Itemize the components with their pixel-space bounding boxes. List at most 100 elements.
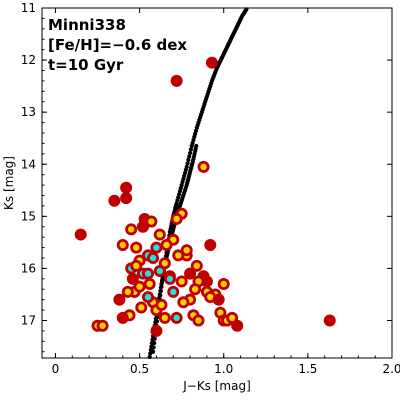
star-marker: [120, 192, 133, 205]
star-point: [96, 319, 109, 332]
star-marker: [170, 74, 183, 87]
x-tick-label: 1.0: [214, 362, 233, 376]
isochrone-point: [188, 147, 194, 152]
star-point: [125, 223, 138, 236]
star-point: [175, 275, 188, 288]
star-point: [163, 272, 176, 285]
isochrone-point: [153, 320, 158, 325]
star-point: [160, 238, 173, 251]
star-point: [142, 291, 155, 304]
isochrone-point: [158, 285, 164, 290]
star-point: [130, 259, 143, 272]
star-inner-marker: [156, 267, 163, 275]
star-point: [184, 267, 197, 280]
isochrone-point: [153, 316, 158, 321]
star-marker: [231, 319, 244, 332]
star-point: [113, 293, 126, 306]
star-inner-marker: [163, 241, 170, 249]
star-inner-marker: [195, 278, 202, 285]
isochrone-point: [159, 281, 164, 287]
star-point: [155, 298, 168, 311]
y-tick-label: 17: [21, 314, 36, 328]
plot-frame: [41, 7, 393, 359]
isochrone-point: [244, 7, 249, 12]
star-point: [145, 215, 158, 228]
x-axis-title: J−Ks [mag]: [182, 379, 251, 393]
star-point: [170, 74, 183, 87]
isochrone-point: [157, 292, 162, 297]
y-tick-label: 13: [21, 105, 36, 119]
star-marker: [113, 293, 126, 306]
star-point: [120, 192, 133, 205]
star-marker: [116, 311, 129, 324]
isochrone-point: [184, 164, 189, 169]
star-point: [120, 181, 133, 194]
y-tick-label: 12: [21, 53, 36, 67]
star-point: [126, 272, 139, 285]
star-inner-marker: [193, 262, 201, 270]
star-point: [212, 293, 225, 306]
annotation-metallicity: [Fe/H]=−0.6 dex: [48, 36, 187, 54]
star-point: [153, 228, 166, 241]
star-inner-marker: [161, 314, 169, 322]
star-inner-marker: [133, 244, 140, 251]
x-tick-label: 0.5: [130, 362, 149, 376]
star-point: [147, 252, 160, 264]
star-marker: [184, 267, 197, 280]
star-point: [158, 311, 171, 324]
isochrone-point: [159, 278, 165, 283]
star-inner-marker: [173, 215, 180, 223]
y-tick-label: 15: [21, 209, 36, 223]
star-inner-marker: [124, 288, 132, 296]
star-point: [116, 311, 129, 324]
star-point: [143, 278, 156, 291]
star-marker: [74, 228, 87, 241]
star-inner-marker: [195, 317, 202, 324]
star-inner-marker: [183, 246, 190, 254]
isochrone-point: [157, 295, 162, 301]
star-point: [205, 56, 218, 69]
star-point: [167, 285, 180, 298]
star-marker: [204, 238, 217, 251]
star-inner-marker: [148, 218, 155, 225]
star-inner-marker: [127, 226, 135, 233]
star-inner-marker: [200, 163, 207, 171]
star-point: [108, 194, 121, 207]
isochrone-point: [148, 347, 153, 353]
star-marker: [200, 275, 213, 288]
tick-layer: 0 0.5 1.0 1.5 2.0 11 12 13 14 15 16 17: [21, 1, 400, 376]
star-inner-marker: [161, 260, 169, 267]
star-marker: [212, 293, 225, 306]
isochrone-point: [187, 154, 192, 159]
star-point: [231, 319, 244, 332]
star-point: [158, 257, 171, 270]
star-inner-marker: [228, 314, 236, 322]
star-point: [217, 278, 230, 291]
star-point: [172, 249, 185, 262]
star-inner-marker: [144, 293, 152, 301]
star-point: [133, 280, 146, 293]
star-point: [170, 311, 183, 324]
isochrone-point: [185, 161, 190, 166]
star-point: [116, 238, 129, 251]
star-inner-marker: [136, 283, 143, 290]
star-point: [142, 267, 155, 280]
star-point: [177, 296, 190, 309]
star-inner-marker: [99, 322, 106, 329]
star-inner-marker: [149, 254, 157, 262]
star-point: [135, 301, 148, 314]
isochrone-point: [187, 150, 193, 156]
isochrone-point: [149, 344, 154, 349]
star-point: [150, 241, 163, 254]
annotation-cluster-name: Minni338: [48, 16, 126, 34]
star-point: [170, 212, 183, 225]
star-inner-marker: [166, 275, 174, 283]
star-point: [189, 283, 202, 296]
star-inner-marker: [153, 244, 160, 251]
star-point: [200, 275, 213, 288]
star-point: [130, 241, 143, 254]
star-point: [150, 324, 163, 337]
star-inner-marker: [220, 280, 227, 288]
y-tick-label: 16: [21, 261, 36, 275]
